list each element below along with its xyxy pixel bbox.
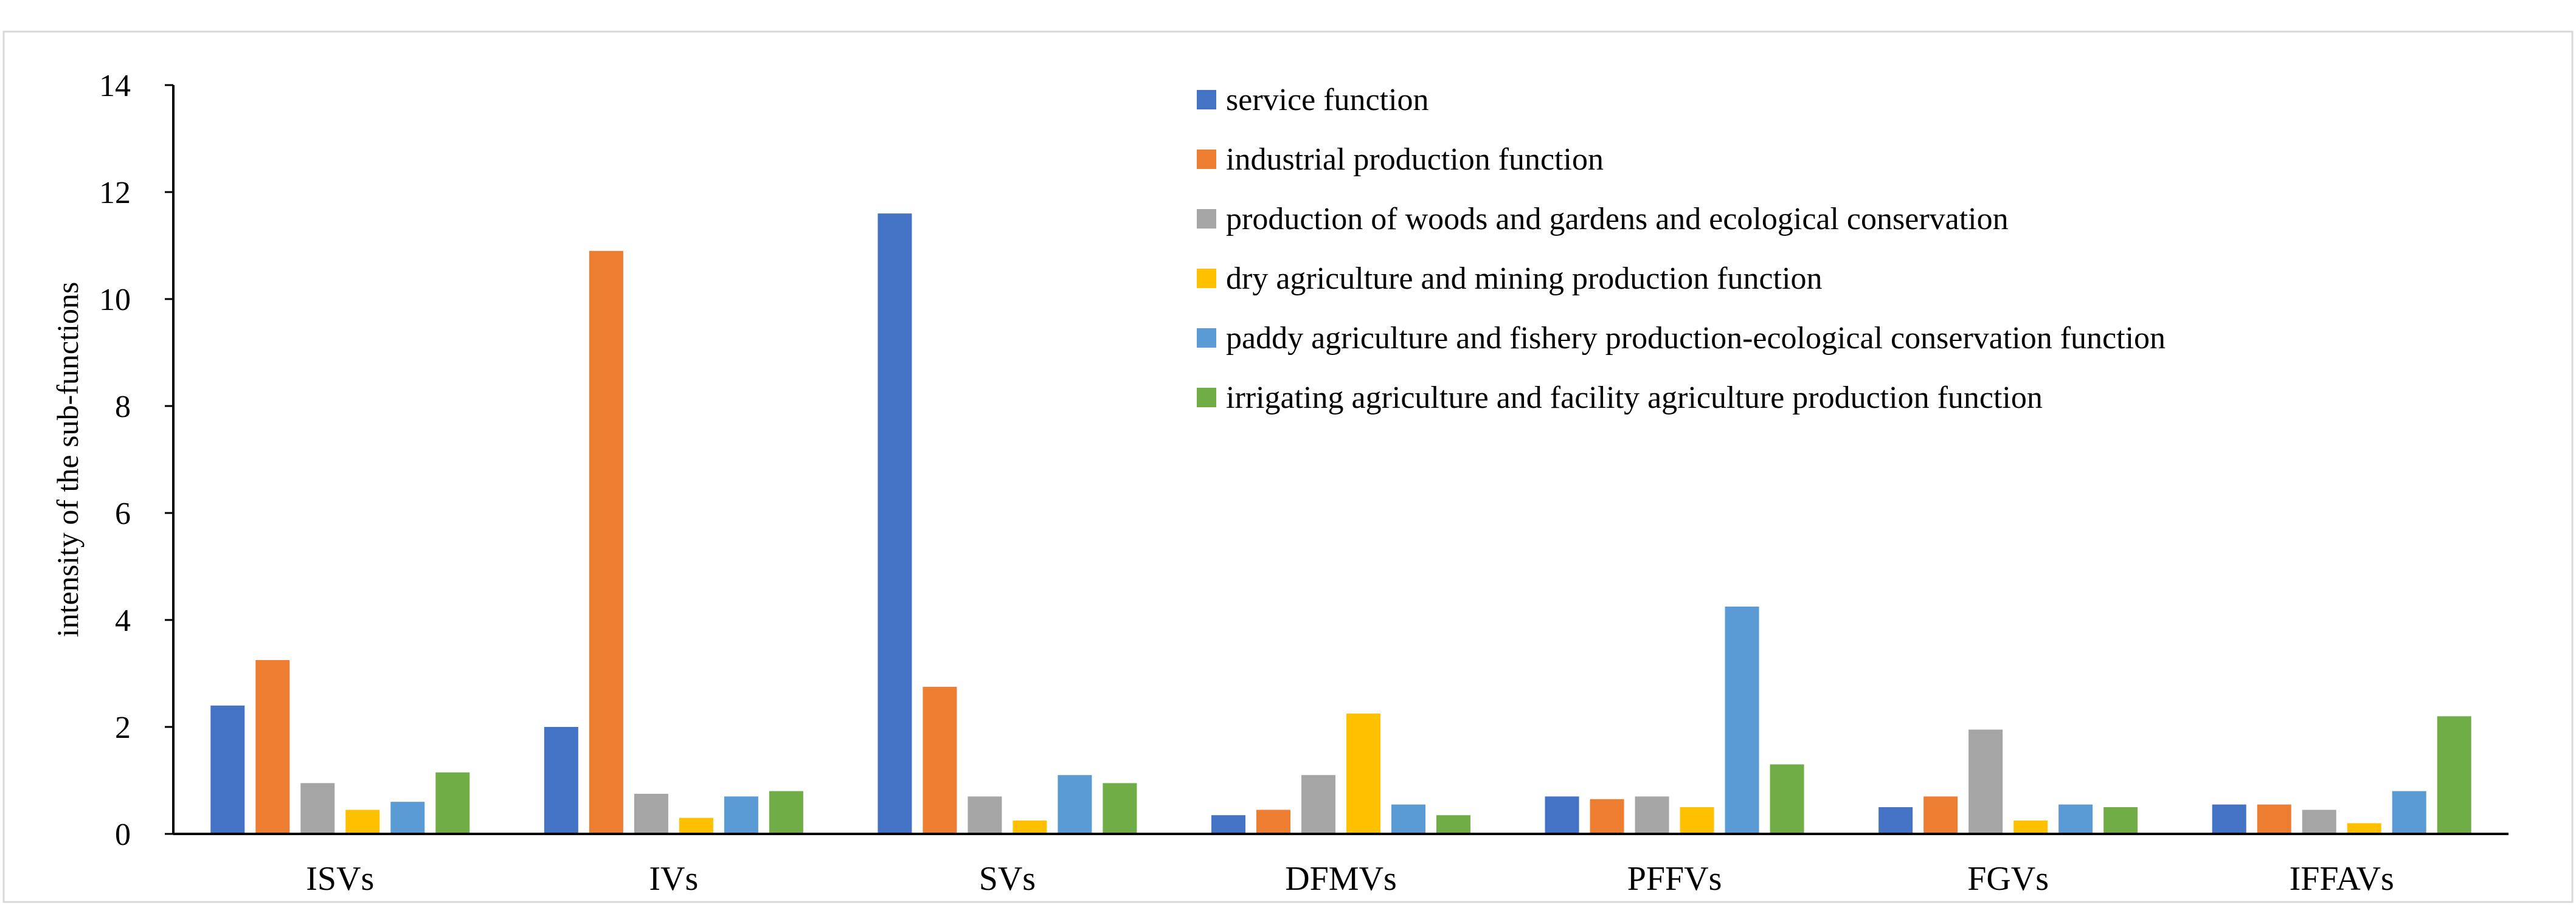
legend-swatch xyxy=(1197,209,1216,229)
y-axis-title: intensity of the sub-functions xyxy=(50,282,85,638)
bar xyxy=(923,687,957,834)
bar xyxy=(724,796,758,834)
bar xyxy=(1545,796,1579,834)
bar xyxy=(2058,804,2093,834)
bar xyxy=(1103,783,1137,834)
bar xyxy=(345,810,380,834)
bar xyxy=(1013,821,1047,834)
bar xyxy=(1923,796,1958,834)
bar xyxy=(1058,775,1092,834)
chart-border xyxy=(2,30,2574,903)
x-tick-label: IFFAVs xyxy=(2290,860,2394,898)
bar xyxy=(2392,791,2426,834)
bar xyxy=(300,783,335,834)
bar xyxy=(589,250,623,834)
bar xyxy=(1301,775,1335,834)
x-tick-label: ISVs xyxy=(306,860,374,898)
bar xyxy=(1590,799,1624,834)
bar xyxy=(1256,810,1290,834)
bar xyxy=(878,213,912,834)
legend: service function industrial production fu… xyxy=(1197,83,2166,415)
legend-swatch xyxy=(1197,388,1216,407)
bar xyxy=(1391,804,1425,834)
legend-label: irrigating agriculture and facility agri… xyxy=(1226,380,2043,415)
x-tick-label: FGVs xyxy=(1967,860,2049,898)
y-tick-label: 6 xyxy=(115,497,131,531)
bar xyxy=(1725,607,1759,834)
x-labels-layer: ISVs IVs SVs DFMVs PFFVs FGVs IFFAVs xyxy=(306,860,2394,898)
bar xyxy=(2103,807,2138,834)
y-tick-label: 10 xyxy=(99,283,131,317)
bar xyxy=(1968,729,2003,834)
legend-label: dry agriculture and mining production fu… xyxy=(1226,261,1823,296)
bar xyxy=(968,796,1002,834)
bar xyxy=(2347,823,2381,834)
bar xyxy=(1346,714,1380,834)
bar xyxy=(435,772,470,834)
y-tick-label: 4 xyxy=(115,604,131,638)
bar xyxy=(1770,764,1804,834)
bar xyxy=(1635,796,1669,834)
bar xyxy=(2302,810,2336,834)
x-tick-label: PFFVs xyxy=(1627,860,1722,898)
bar xyxy=(634,794,668,834)
bar xyxy=(1878,807,1913,834)
y-tick-label: 14 xyxy=(99,69,131,103)
bar xyxy=(1680,807,1714,834)
bar xyxy=(544,727,578,834)
x-tick-label: DFMVs xyxy=(1285,860,1397,898)
x-tick-label: IVs xyxy=(649,860,698,898)
legend-label: service function xyxy=(1226,83,1429,117)
bar xyxy=(1436,815,1470,834)
bar xyxy=(2437,716,2471,834)
y-tick-label: 2 xyxy=(115,711,131,745)
legend-swatch xyxy=(1197,269,1216,288)
legend-swatch xyxy=(1197,328,1216,348)
bars-layer xyxy=(210,213,2471,834)
legend-swatch xyxy=(1197,150,1216,169)
bar xyxy=(2212,804,2246,834)
legend-label: industrial production function xyxy=(1226,142,1604,177)
bar xyxy=(255,660,290,834)
bar xyxy=(1211,815,1245,834)
y-tick-label: 12 xyxy=(99,176,131,210)
bar xyxy=(679,817,713,834)
x-tick-label: SVs xyxy=(979,860,1036,898)
y-tick-label: 0 xyxy=(115,817,131,852)
bar xyxy=(2013,821,2048,834)
y-tick-label: 8 xyxy=(115,390,131,424)
bar xyxy=(210,705,245,834)
bar xyxy=(390,802,425,834)
legend-label: paddy agriculture and fishery production… xyxy=(1226,321,2166,356)
bar xyxy=(2257,804,2291,834)
y-ticks-layer: 0 2 4 6 8 10 12 14 xyxy=(99,69,173,852)
legend-label: production of woods and gardens and ecol… xyxy=(1226,202,2009,236)
legend-swatch xyxy=(1197,90,1216,109)
bar xyxy=(769,791,803,834)
